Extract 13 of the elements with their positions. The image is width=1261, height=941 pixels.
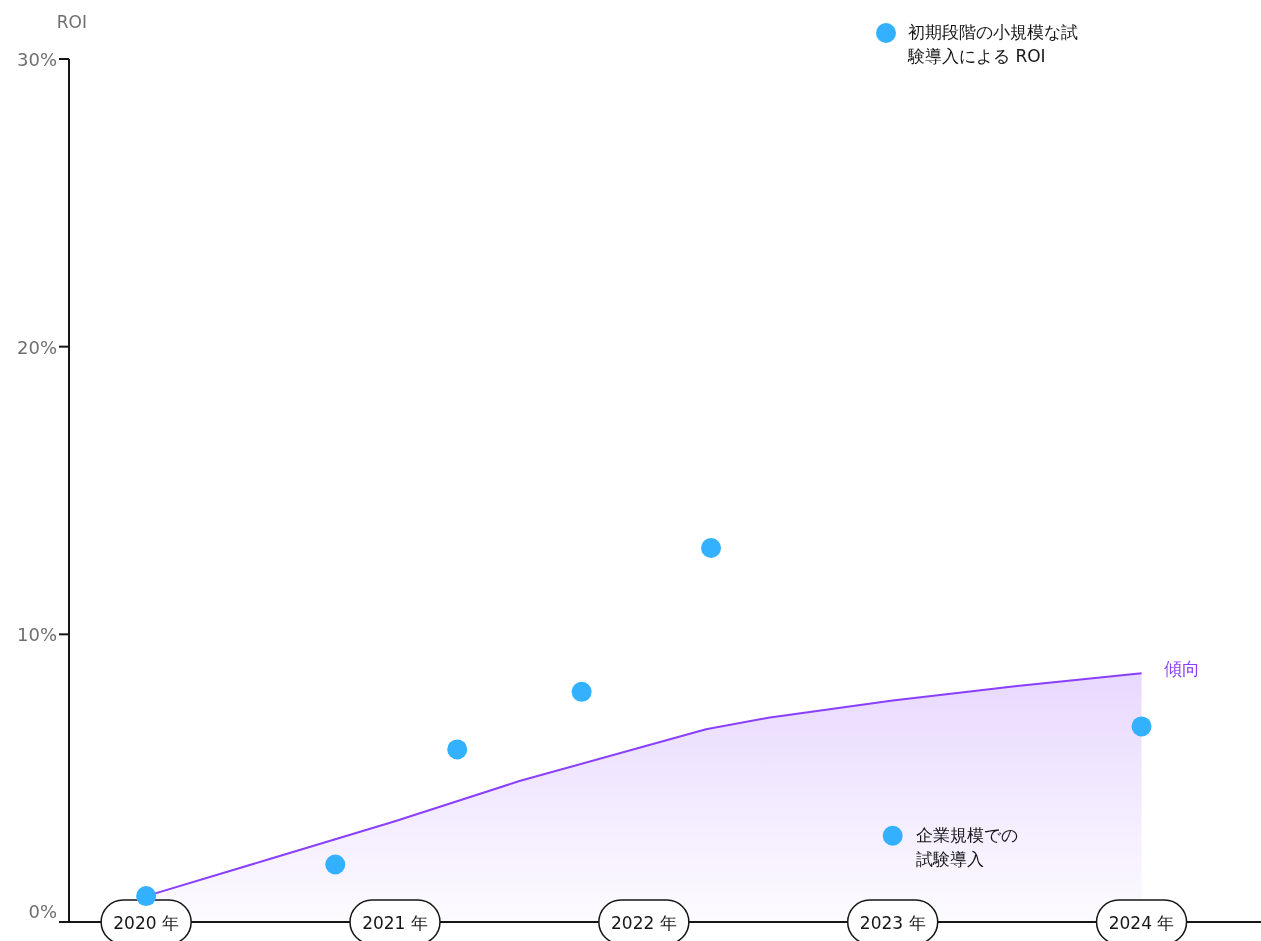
annotation: 企業規模での試験導入 <box>915 823 1019 871</box>
x-tick-label: 2020 年 <box>113 913 179 933</box>
series-label: 傾向 <box>1163 658 1200 680</box>
y-axis-title: ROI <box>56 12 87 32</box>
y-tick-label: 20% <box>16 336 57 358</box>
x-tick-label: 2021 年 <box>362 913 428 933</box>
y-tick-label: 30% <box>16 49 57 70</box>
x-tick-label: 2024 年 <box>1108 913 1175 933</box>
y-tick-label: 0% <box>28 901 57 922</box>
y-tick-label: 10% <box>16 624 57 646</box>
x-tick-label: 2023 年 <box>859 913 926 933</box>
legend-label: 初期段階の小規模な試験導入による ROI <box>908 21 1078 68</box>
x-tick-label: 2022 年 <box>611 913 677 933</box>
